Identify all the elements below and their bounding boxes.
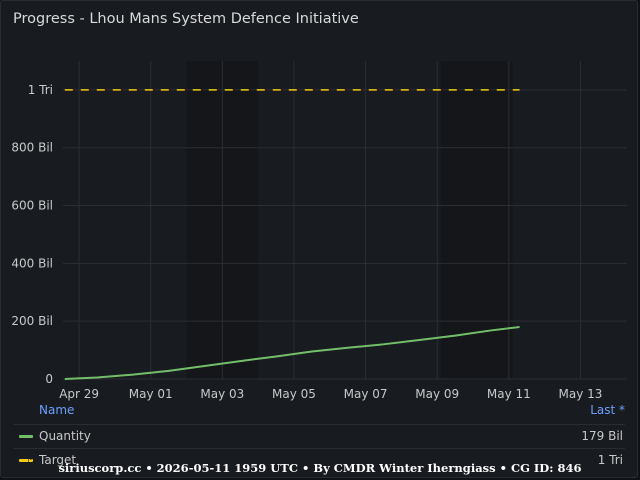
x-tick-label: May 03	[200, 387, 244, 401]
legend-header: Name Last *	[39, 403, 625, 421]
progress-chart: 0 200 Bil 400 Bil 600 Bil 800 Bil 1 Tri Apr 29…	[11, 61, 627, 401]
x-tick-label: May 05	[272, 387, 316, 401]
legend-last-header[interactable]: Last *	[590, 403, 625, 417]
target-dashed-swatch-icon	[19, 459, 33, 462]
x-tick-label: May 13	[558, 387, 602, 401]
shaded-range	[440, 61, 513, 379]
legend-item-label: Target	[39, 453, 77, 467]
x-tick-label: May 11	[487, 387, 531, 401]
x-tick-label: May 01	[129, 387, 173, 401]
y-tick-label: 0	[45, 372, 53, 386]
legend-item-label: Quantity	[39, 429, 91, 443]
y-tick-label: 1 Tri	[28, 83, 53, 97]
panel-title: Progress - Lhou Mans System Defence Init…	[13, 11, 359, 27]
y-tick-label: 200 Bil	[11, 314, 53, 328]
legend-item-quantity[interactable]: Quantity 179 Bil	[13, 424, 625, 446]
legend-item-target[interactable]: Target 1 Tri	[13, 448, 625, 470]
legend-name-header[interactable]: Name	[39, 403, 75, 417]
quantity-line-swatch-icon	[19, 435, 33, 438]
x-tick-label: Apr 29	[59, 387, 99, 401]
series-line-quantity	[64, 325, 520, 380]
y-tick-label: 600 Bil	[11, 199, 53, 213]
y-tick-label: 400 Bil	[11, 256, 53, 270]
legend-item-value: 179 Bil	[581, 429, 623, 443]
x-tick-label: May 09	[415, 387, 459, 401]
x-tick-label: May 07	[344, 387, 388, 401]
footer-caption: siriuscorp.cc • 2026-05-11 1959 UTC • By…	[58, 461, 582, 475]
y-tick-label: 800 Bil	[11, 141, 53, 155]
legend-item-value: 1 Tri	[597, 453, 623, 467]
